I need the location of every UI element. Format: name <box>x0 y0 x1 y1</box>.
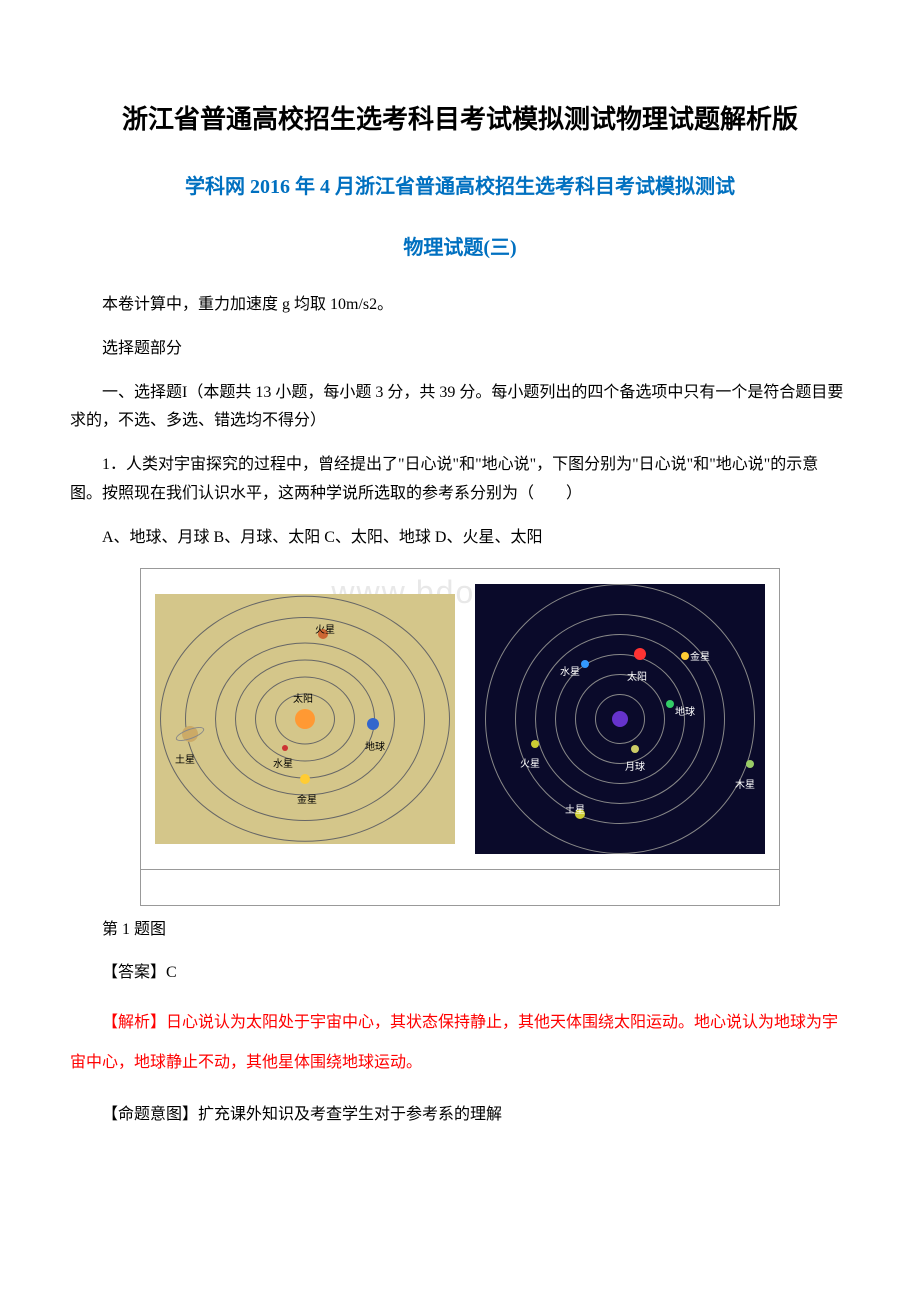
test-title: 物理试题(三) <box>70 230 850 266</box>
figure-wrapper: www.bdocx.com 太阳水星金星地球火星土星 月球地球水星太阳金星火星土… <box>140 568 780 906</box>
figure-caption: 第 1 题图 <box>70 916 850 945</box>
question-1-options: A、地球、月球 B、月球、太阳 C、太阳、地球 D、火星、太阳 <box>70 524 850 553</box>
figure-container: www.bdocx.com 太阳水星金星地球火星土星 月球地球水星太阳金星火星土… <box>141 569 779 869</box>
question-1-text: 1．人类对宇宙探究的过程中，曾经提出了"日心说"和"地心说"，下图分别为"日心说… <box>70 451 850 509</box>
heliocentric-diagram: 太阳水星金星地球火星土星 <box>155 594 455 844</box>
geocentric-diagram: 月球地球水星太阳金星火星土星木星 <box>475 584 765 854</box>
answer: 【答案】C <box>70 959 850 988</box>
main-title: 浙江省普通高校招生选考科目考试模拟测试物理试题解析版 <box>70 100 850 139</box>
intent: 【命题意图】扩充课外知识及考查学生对于参考系的理解 <box>70 1095 850 1135</box>
gravity-note: 本卷计算中，重力加速度 g 均取 10m/s2。 <box>70 291 850 320</box>
explanation: 【解析】日心说认为太阳处于宇宙中心，其状态保持静止，其他天体围绕太阳运动。地心说… <box>70 1003 850 1083</box>
section-heading: 选择题部分 <box>70 335 850 364</box>
instructions: 一、选择题I（本题共 13 小题，每小题 3 分，共 39 分。每小题列出的四个… <box>70 379 850 437</box>
figure-spacer <box>141 870 779 905</box>
sub-title: 学科网 2016 年 4 月浙江省普通高校招生选考科目考试模拟测试 <box>70 169 850 205</box>
